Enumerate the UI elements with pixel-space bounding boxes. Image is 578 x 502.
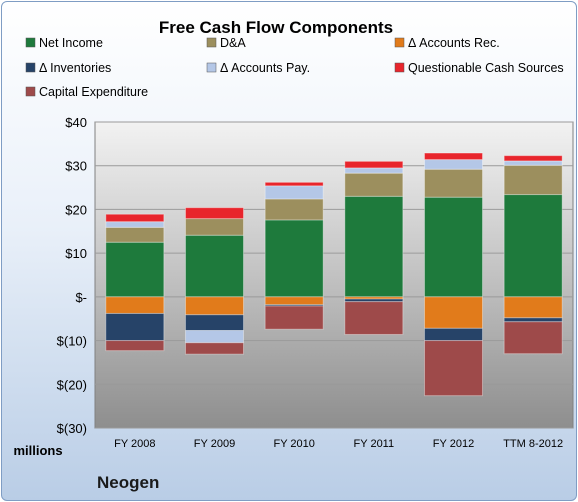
bar-segment — [185, 330, 244, 344]
x-tick-label: FY 2011 — [354, 438, 395, 450]
bars — [105, 152, 563, 397]
x-tick-label: FY 2009 — [194, 438, 235, 450]
legend-swatch — [206, 62, 217, 73]
legend-label: D&A — [220, 36, 246, 50]
bar-segment — [344, 172, 404, 197]
bar-segment — [105, 226, 165, 243]
bar-segment — [424, 196, 483, 298]
legend-swatch — [25, 37, 36, 48]
bar-segment — [264, 305, 324, 330]
bar-segment — [105, 312, 165, 342]
bar-segment — [424, 327, 483, 342]
bar-segment — [503, 155, 563, 162]
bar-segment — [424, 152, 483, 161]
y-axis-label: millions — [13, 443, 62, 458]
legend-swatch — [394, 37, 405, 48]
x-tick-label: FY 2012 — [433, 438, 474, 450]
bar-segment — [185, 296, 244, 316]
bar-segment — [105, 213, 165, 223]
bar-segment — [503, 160, 563, 166]
legend-label: Questionable Cash Sources — [408, 61, 564, 75]
plot-area — [94, 121, 574, 429]
bar-segment — [264, 296, 324, 306]
x-tick-label: FY 2008 — [114, 438, 155, 450]
legend: Net Income D&A Δ Accounts Rec. Δ Inventorie… — [25, 36, 564, 99]
bar-segment — [503, 296, 563, 319]
x-tick-label: FY 2010 — [273, 438, 314, 450]
bar-segment — [264, 185, 324, 200]
bar-segment — [344, 301, 404, 335]
bar-segment — [185, 234, 244, 298]
bar-segment — [185, 314, 244, 332]
y-tick-label: $(30) — [57, 421, 87, 436]
bar-segment — [424, 296, 483, 329]
legend-swatch — [394, 62, 405, 73]
bar-segment — [264, 198, 324, 221]
bar-segment — [503, 164, 563, 196]
bar-segment — [185, 207, 244, 220]
bar-segment — [105, 241, 165, 298]
bar-segment — [264, 181, 324, 187]
legend-label: Δ Accounts Rec. — [408, 36, 500, 50]
bar-segment — [424, 159, 483, 170]
y-tick-label: $20 — [65, 202, 87, 217]
bar-segment — [105, 221, 165, 228]
bar-segment — [344, 195, 404, 298]
y-tick-label: $(20) — [57, 377, 87, 392]
bar-segment — [105, 340, 165, 352]
x-axis-ticks: FY 2008 FY 2009 FY 2010 FY 2011 FY 2012 TTM 8… — [114, 438, 563, 450]
chart-title: Free Cash Flow Components — [159, 18, 393, 37]
legend-label: Δ Accounts Pay. — [220, 61, 310, 75]
y-tick-label: $(10) — [57, 334, 87, 349]
legend-swatch — [25, 86, 36, 97]
bar-segment — [344, 167, 404, 174]
y-axis-ticks: $40 $30 $20 $10 $- $(10) $(20) $(30) — [57, 115, 87, 436]
bar-segment — [503, 321, 563, 355]
y-tick-label: $30 — [65, 159, 87, 174]
bar-segment — [424, 168, 483, 198]
legend-label: Δ Inventories — [39, 61, 111, 75]
company-name: Neogen — [97, 473, 159, 492]
bar-segment — [264, 219, 324, 298]
legend-swatch — [206, 37, 217, 48]
bar-segment — [424, 340, 483, 397]
x-tick-label: TTM 8-2012 — [503, 438, 563, 450]
y-tick-label: $40 — [65, 115, 87, 130]
legend-label: Capital Expenditure — [39, 85, 148, 99]
bar-segment — [503, 317, 563, 323]
y-tick-label: $- — [75, 290, 87, 305]
bar-segment — [344, 160, 404, 169]
gridlines — [95, 121, 573, 429]
bar-segment — [503, 194, 563, 298]
bar-segment — [185, 218, 244, 236]
y-tick-label: $10 — [65, 246, 87, 261]
legend-swatch — [25, 62, 36, 73]
bar-segment — [105, 296, 165, 314]
legend-label: Net Income — [39, 36, 103, 50]
bar-segment — [185, 342, 244, 355]
